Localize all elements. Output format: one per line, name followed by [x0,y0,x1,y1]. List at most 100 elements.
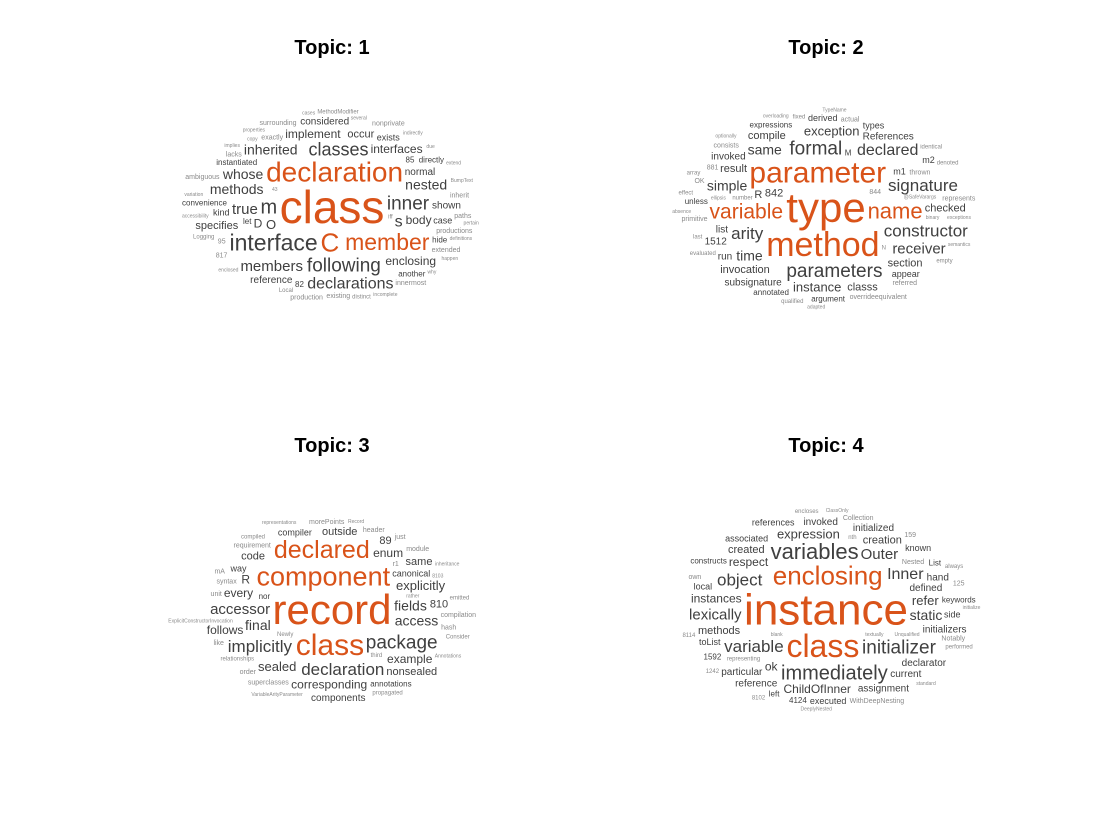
cloud-word: directly [419,156,444,165]
cloud-word: TypeName [822,108,846,114]
cloud-word: run [718,251,732,262]
cloud-word: way [229,564,247,574]
cloud-word: always [945,564,963,570]
cloud-word: following [307,256,381,277]
cloud-word: executed [810,696,847,706]
cloud-word: MethodModifier [317,109,358,115]
cloud-word: instance [793,280,841,295]
cloud-word: declarations [307,275,393,292]
cloud-word: standard [916,681,936,687]
cloud-word: Unqualified [894,632,919,638]
cloud-word: 82 [295,280,304,289]
cloud-word: case [433,215,452,225]
cloud-word: declaration [266,157,403,188]
cloud-word: order [240,669,257,676]
cloud-word: 8103 [432,574,443,580]
cloud-word: type [786,184,865,231]
cloud-word: derived [808,113,838,123]
cloud-word: example [387,652,433,666]
cloud-word: corresponding [291,677,367,691]
cloud-word: appear [892,269,920,279]
cloud-word: inherit [450,193,469,200]
cloud-word: component [257,561,391,591]
cloud-word: BumpText [451,178,474,184]
cloud-word: follows [207,623,244,637]
cloud-word: name [868,199,923,224]
panel-topic-4: Topic: 4 instanceclassenclosingvariables… [682,435,980,713]
cloud-word: ellipsis [711,196,727,202]
cloud-word: encloses [795,509,819,515]
cloud-word: cases [302,110,316,116]
cloud-word: constructor [884,221,968,240]
cloud-word: class [280,181,385,233]
cloud-word: m2 [922,155,935,165]
cloud-word: particular [721,667,763,678]
cloud-word: accessor [210,601,270,618]
cloud-word: exception [804,124,860,139]
cloud-word: due [426,144,435,150]
cloud-word: ClassOnly [826,508,849,514]
cloud-word: receiver [892,241,945,258]
cloud-word: components [311,693,365,704]
cloud-word: textually [865,632,884,638]
cloud-word: methods [698,625,741,637]
cloud-word: ChildOfInner [784,682,851,696]
cloud-word: ExplicitConstructorInvocation [168,618,233,624]
cloud-word: normal [405,167,436,178]
cloud-word: D [254,216,263,230]
cloud-word: requirement [234,543,271,550]
cloud-word: VariableArityParameter [251,692,303,698]
cloud-word: static [910,607,943,623]
cloud-word: arity [731,224,764,243]
cloud-word: outside [322,526,357,538]
cloud-word: class [786,628,859,664]
cloud-word: denoted [937,161,959,167]
cloud-word: kind [213,207,230,217]
cloud-word: instance [744,586,908,635]
cloud-word: adapted [807,305,825,311]
cloud-word: Notably [941,636,965,643]
cloud-word: propagated [372,690,402,696]
cloud-word: nor [259,592,271,601]
cloud-word: performed [945,645,972,651]
cloud-word: interfaces [371,142,423,156]
cloud-word: Inner [887,566,924,583]
cloud-word: result [720,163,747,175]
cloud-word: same [406,556,433,568]
cloud-word: invoked [711,152,745,163]
cloud-word: associated [725,534,768,544]
cloud-word: identical [920,144,942,150]
cloud-word: 844 [869,189,881,196]
cloud-word: Local [279,288,293,294]
cloud-word: Record [348,519,364,525]
cloud-word: same [748,142,782,158]
cloud-word: References [863,132,914,143]
cloud-word: binary [926,215,940,221]
cloud-word: variation [184,192,203,198]
cloud-word: variable [724,637,784,656]
cloud-word: 85 [406,156,415,165]
cloud-word: just [394,534,406,541]
cloud-word: fields [394,598,427,614]
cloud-word: Annotations [435,654,462,660]
cloud-word: R [754,189,762,201]
cloud-word: exactly [261,135,283,142]
cloud-word: paths [454,213,472,220]
cloud-word: effect [679,190,694,196]
panel-title: Topic: 1 [294,37,369,59]
cloud-word: O [266,217,276,232]
cloud-word: member [345,229,430,255]
cloud-word: actual [841,117,860,124]
cloud-word: interface [229,230,317,256]
cloud-word: implicitly [228,637,293,656]
cloud-word: ambiguous [185,174,220,181]
cloud-word: morePoints [309,519,345,526]
cloud-word: respect [729,555,769,569]
cloud-word: toList [699,637,721,647]
cloud-word: 817 [216,252,228,259]
cloud-word: innermost [395,280,426,287]
cloud-word: C [321,228,340,258]
